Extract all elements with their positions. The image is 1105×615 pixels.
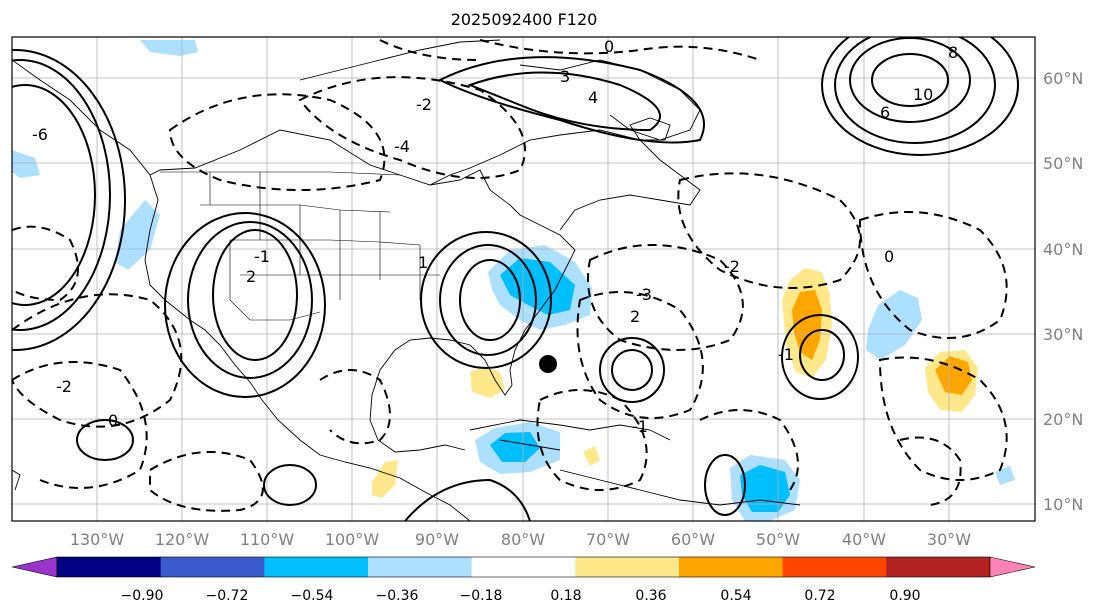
colorbar-tick-label: −0.18 (460, 588, 503, 604)
shade-neg-2 (12, 150, 40, 178)
colorbar-tick-label: 0.36 (635, 588, 666, 604)
contour-label: -2 (724, 257, 740, 276)
contour-label: 3 (560, 67, 570, 86)
contour-label: -3 (636, 285, 652, 304)
contour-label: 0 (108, 411, 118, 430)
lon-label: 100°W (325, 530, 380, 549)
lon-label: 40°W (842, 530, 886, 549)
shade-pos-6 (372, 460, 398, 498)
map-panel: 0 3 4 -2 -4 -1 2 1 -3 8 10 6 -6 -2 0 2 -… (11, 36, 1036, 522)
map-frame (11, 36, 1036, 522)
contour-label: -6 (32, 125, 48, 144)
contours-negative (12, 39, 1008, 512)
contour-label: -4 (394, 137, 410, 156)
lon-label: 30°W (927, 530, 971, 549)
longitude-labels: 130°W 120°W 110°W 100°W 90°W 80°W 70°W 6… (70, 530, 971, 549)
latitude-labels: 60°N 50°N 40°N 30°N 20°N 10°N (1043, 69, 1083, 514)
shade-neg-10 (866, 290, 922, 360)
contour-label: 0 (604, 37, 614, 56)
contour-label: -1 (632, 417, 648, 436)
figure-title: 2025092400 F120 (451, 10, 598, 29)
lon-label: 50°W (756, 530, 800, 549)
contour-label: 1 (418, 253, 428, 272)
lat-label: 60°N (1043, 69, 1083, 88)
colorbar-tick-label: 0.54 (720, 588, 751, 604)
lat-label: 50°N (1043, 154, 1083, 173)
colorbar-tick-label: 0.90 (889, 588, 920, 604)
storm-center-marker (539, 355, 557, 373)
contour-label: -1 (254, 247, 270, 266)
lat-label: 20°N (1043, 410, 1083, 429)
shaded-anomalies (12, 40, 1015, 521)
lat-label: 10°N (1043, 495, 1083, 514)
colorbar-tick-label: −0.36 (376, 588, 419, 604)
lon-label: 90°W (415, 530, 459, 549)
contour-label: 2 (246, 267, 256, 286)
contour-label: 10 (913, 85, 933, 104)
contour-label: 0 (884, 247, 894, 266)
colorbar-extend-low (11, 556, 58, 578)
colorbar-ticks: −0.90 −0.72 −0.54 −0.36 −0.18 0.18 0.36 … (121, 588, 921, 604)
colorbar-segment (368, 557, 473, 577)
lon-label: 110°W (240, 530, 295, 549)
colorbar-segment (264, 557, 369, 577)
contour-label: -2 (56, 377, 72, 396)
shade-neg-5 (500, 258, 575, 315)
shade-neg-3 (115, 200, 160, 270)
colorbar-extend-high (989, 556, 1036, 578)
colorbar-segment (471, 557, 576, 577)
shade-pos-4 (935, 356, 972, 395)
shade-pos-2 (792, 290, 822, 360)
lon-label: 70°W (586, 530, 630, 549)
state-borders (160, 171, 440, 321)
colorbar-segment (575, 557, 680, 577)
colorbar-segment (782, 557, 887, 577)
contour-label: -2 (416, 95, 432, 114)
colorbar-tick-label: −0.90 (121, 588, 164, 604)
lon-label: 60°W (671, 530, 715, 549)
colorbar-segments (56, 556, 991, 578)
colorbar-segment (160, 557, 265, 577)
contours-positive (12, 37, 1019, 521)
lat-label: 40°N (1043, 240, 1083, 259)
contour-label: -1 (778, 345, 794, 364)
lon-label: 80°W (501, 530, 545, 549)
colorbar-segment (679, 557, 784, 577)
colorbar-segment (57, 557, 162, 577)
lon-label: 130°W (70, 530, 125, 549)
contour-labels: 0 3 4 -2 -4 -1 2 1 -3 8 10 6 -6 -2 0 2 -… (32, 37, 958, 436)
lat-label: 30°N (1043, 325, 1083, 344)
shade-pos-5 (470, 366, 505, 398)
colorbar: −0.90 −0.72 −0.54 −0.36 −0.18 0.18 0.36 … (11, 556, 1036, 604)
shade-neg-9 (740, 465, 790, 512)
colorbar-tick-label: 0.18 (550, 588, 581, 604)
contour-label: 6 (880, 103, 890, 122)
shade-neg-7 (490, 432, 540, 462)
colorbar-tick-label: −0.54 (291, 588, 334, 604)
colorbar-tick-label: −0.72 (206, 588, 249, 604)
shade-neg-1 (140, 40, 198, 56)
colorbar-segment (886, 557, 991, 577)
contour-label: 8 (948, 43, 958, 62)
colorbar-tick-label: 0.72 (804, 588, 835, 604)
lon-label: 120°W (155, 530, 210, 549)
shade-pos-7 (583, 446, 600, 466)
contour-label: 2 (630, 307, 640, 326)
contour-label: 4 (588, 88, 598, 107)
